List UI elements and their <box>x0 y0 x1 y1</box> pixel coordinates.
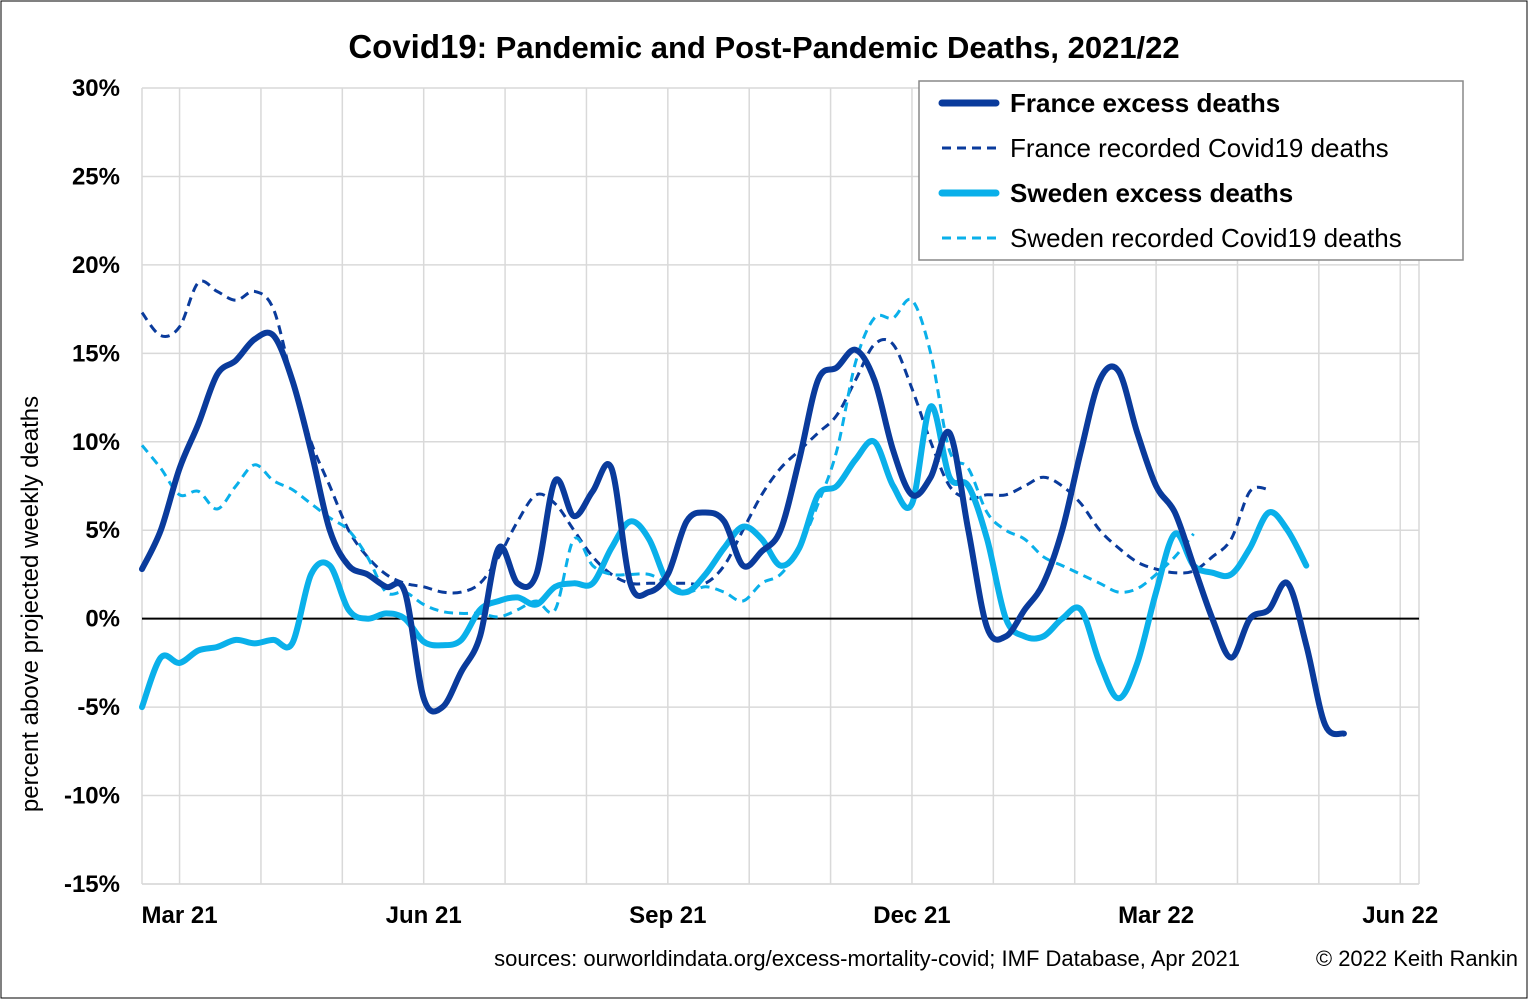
y-tick-label: 10% <box>72 429 120 456</box>
series-line-france-recorded-covid19-deaths <box>140 279 1269 595</box>
chart-title-rest: : Pandemic and Post-Pandemic Deaths, 202… <box>477 30 1180 65</box>
y-tick-label: 15% <box>72 340 120 367</box>
copyright-note: © 2022 Keith Rankin <box>1316 946 1518 971</box>
legend-label: Sweden excess deaths <box>1010 178 1293 208</box>
y-tick-label: 5% <box>85 517 120 544</box>
y-tick-label: 30% <box>72 75 120 102</box>
y-tick-label: 20% <box>72 252 120 279</box>
x-tick-label: Jun 21 <box>386 902 462 929</box>
chart-title: Covid19: Pandemic and Post-Pandemic Deat… <box>348 28 1179 65</box>
axis-layer: -15% -10% -5% 0% 5% 10% 15% 20% 25% 30% Mar 21 Jun … <box>64 75 1438 929</box>
y-tick-label: 25% <box>72 163 120 190</box>
y-tick-label: -10% <box>64 783 120 810</box>
y-tick-label: -5% <box>77 694 120 721</box>
chart-title-bold: Covid19 <box>348 28 476 65</box>
legend-label: France excess deaths <box>1010 88 1280 118</box>
legend-label: Sweden recorded Covid19 deaths <box>1010 223 1402 253</box>
legend: France excess deaths France recorded Covi… <box>918 80 1464 261</box>
x-tick-label: Mar 21 <box>142 902 218 929</box>
sources-note: sources: ourworldindata.org/excess-morta… <box>494 946 1240 971</box>
series-line-sweden-recorded-covid19-deaths <box>140 297 1195 619</box>
x-tick-label: Mar 22 <box>1118 902 1194 929</box>
y-tick-label: 0% <box>85 606 120 633</box>
legend-box <box>918 80 1464 261</box>
y-tick-label: -15% <box>64 871 120 898</box>
series-layer <box>139 279 1347 738</box>
x-tick-label: Jun 22 <box>1362 902 1438 929</box>
series-line-france-excess-deaths <box>139 329 1347 738</box>
x-tick-label: Dec 21 <box>873 902 950 929</box>
y-axis-label: percent above projected weekly deaths <box>17 396 44 812</box>
x-tick-label: Sep 21 <box>629 902 706 929</box>
legend-label: France recorded Covid19 deaths <box>1010 133 1389 163</box>
